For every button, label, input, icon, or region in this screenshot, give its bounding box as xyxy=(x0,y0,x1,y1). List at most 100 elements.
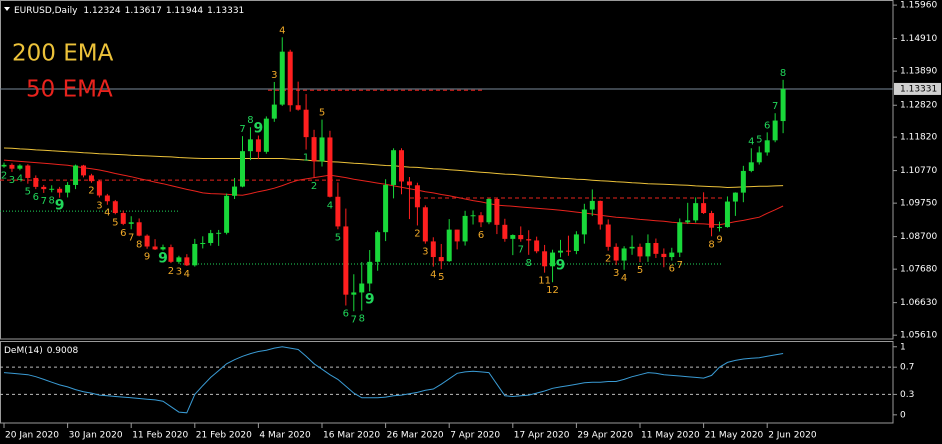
td-count: 4 xyxy=(279,25,285,36)
candle-body xyxy=(279,51,285,105)
candle-body xyxy=(550,252,556,267)
candle-body xyxy=(422,207,428,242)
candle-body xyxy=(724,201,730,228)
price-tag-label: 1.13331 xyxy=(900,84,937,94)
main-frame xyxy=(0,0,894,340)
indicator-frame xyxy=(0,341,894,424)
y-tick-label: 1.08700 xyxy=(900,232,937,242)
candle-body xyxy=(637,246,643,257)
candle-body xyxy=(96,181,102,196)
y-tick-label: 1.07680 xyxy=(900,265,937,275)
candle-body xyxy=(462,215,468,242)
y-tick-label: 1.09750 xyxy=(900,199,937,209)
candle-body xyxy=(581,209,587,235)
td-count: 2 xyxy=(414,228,420,239)
td-count: 8 xyxy=(136,239,142,250)
candle-body xyxy=(653,243,659,254)
td-count: 3 xyxy=(613,268,619,279)
y-tick-label: 0.7 xyxy=(900,363,914,373)
candle-body xyxy=(319,137,325,162)
candle-body xyxy=(414,185,420,208)
candle-body xyxy=(104,195,110,202)
candle-body xyxy=(518,235,524,240)
td-count: 5 xyxy=(756,134,762,145)
candle-body xyxy=(224,195,230,233)
td-count: 8 xyxy=(780,68,786,79)
candle-body xyxy=(613,246,619,261)
candle-body xyxy=(565,250,571,252)
td-count: 9 xyxy=(365,291,375,307)
candle-body xyxy=(335,196,341,227)
td-count: 4 xyxy=(621,273,627,284)
indicator-header: DeM(14) 0.9008 xyxy=(4,346,78,356)
candle-body xyxy=(677,222,683,253)
candle-body xyxy=(33,177,39,187)
x-tick-label: 2 Jun 2020 xyxy=(768,431,817,441)
candle-body xyxy=(120,213,126,224)
td-count: 5 xyxy=(335,232,341,243)
candle-body xyxy=(65,184,71,193)
td-count: 8 xyxy=(708,239,714,250)
candle-body xyxy=(1,164,7,167)
y-tick-label: 1.06630 xyxy=(900,298,937,308)
td-count: 6 xyxy=(120,228,126,239)
candle-body xyxy=(152,246,158,250)
x-tick-label: 29 Apr 2020 xyxy=(577,431,633,441)
td-count: 1 xyxy=(303,153,309,164)
td-count: 7 xyxy=(518,245,524,256)
candle-body xyxy=(772,120,778,141)
candle-body xyxy=(88,175,94,182)
td-count: 4 xyxy=(104,208,110,219)
td-count: 7 xyxy=(772,101,778,112)
candle-body xyxy=(661,253,667,258)
candle-body xyxy=(216,232,222,234)
candle-body xyxy=(25,165,31,178)
candle-body xyxy=(351,292,357,295)
candle-body xyxy=(430,241,436,258)
legend-label: 50 EMA xyxy=(26,77,113,103)
td-count: 7 xyxy=(239,124,245,135)
header-open: 1.12324 xyxy=(83,6,120,16)
candle-body xyxy=(17,165,23,169)
x-tick-label: 21 May 2020 xyxy=(705,431,764,441)
x-tick-label: 11 Feb 2020 xyxy=(132,431,188,441)
td-count: 8 xyxy=(49,195,55,206)
candle-body xyxy=(112,201,118,214)
candle-body xyxy=(232,186,238,196)
candle-body xyxy=(709,213,715,228)
candle-body xyxy=(136,222,142,236)
indicator-line xyxy=(3,346,784,414)
td-count: 7 xyxy=(677,260,683,271)
y-tick-label: 1.12820 xyxy=(900,101,937,111)
td-count: 9 xyxy=(556,257,566,273)
x-tick-label: 30 Jan 2020 xyxy=(69,431,123,441)
menu-arrow[interactable] xyxy=(4,7,10,11)
candle-body xyxy=(645,243,651,257)
candle-body xyxy=(367,261,373,284)
candle-body xyxy=(343,226,349,295)
candle-body xyxy=(208,233,214,244)
td-count: 7 xyxy=(128,232,134,243)
td-count: 6 xyxy=(343,309,349,320)
td-count: 6 xyxy=(669,264,675,275)
candle-body xyxy=(9,164,15,169)
td-count: 4 xyxy=(17,173,23,184)
header-low: 1.11944 xyxy=(166,6,203,16)
td-count: 8 xyxy=(359,314,365,325)
candle-body xyxy=(717,227,722,229)
candle-body xyxy=(240,151,245,187)
candle-body xyxy=(669,252,675,258)
candle-body xyxy=(510,235,516,239)
td-count: 8 xyxy=(247,115,253,126)
candle-body xyxy=(446,229,452,262)
candle-body xyxy=(49,188,55,190)
candle-body xyxy=(542,251,548,267)
td-count: 9 xyxy=(55,198,65,214)
candle-body xyxy=(470,215,476,217)
candle-body xyxy=(486,198,492,223)
td-count: 3 xyxy=(422,247,428,258)
td-count: 5 xyxy=(319,108,325,119)
